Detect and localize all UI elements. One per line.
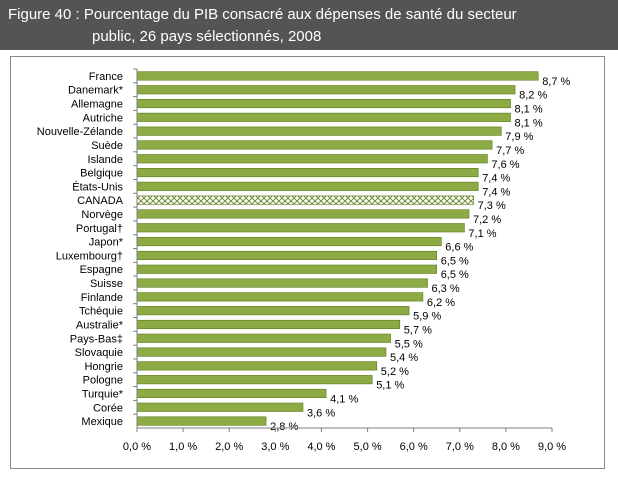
bar bbox=[136, 140, 493, 150]
category-label: Suède bbox=[91, 140, 123, 152]
bar bbox=[136, 154, 488, 164]
bar bbox=[136, 361, 378, 371]
x-tick-label: 0,0 % bbox=[123, 441, 151, 453]
x-tick-label: 2,0 % bbox=[215, 441, 243, 453]
axis-layer: 0,0 % 1,0 % 2,0 % 3,0 % 4,0 % 5,0 % 6,0 % 7,0 %… bbox=[123, 68, 566, 453]
data-label: 7,1 % bbox=[468, 228, 496, 240]
bar bbox=[136, 264, 438, 274]
bar bbox=[136, 375, 373, 385]
category-label: États-Unis bbox=[72, 180, 123, 193]
bar bbox=[136, 126, 502, 136]
bar bbox=[136, 347, 387, 357]
bar bbox=[136, 416, 267, 426]
bar bbox=[136, 319, 401, 330]
data-label: 6,2 % bbox=[427, 297, 455, 309]
data-label: 6,3 % bbox=[432, 283, 460, 295]
x-tick-label: 1,0 % bbox=[169, 441, 197, 453]
figure-title-bar: Figure 40 : Pourcentage du PIB consacré … bbox=[0, 0, 618, 50]
bar bbox=[136, 99, 511, 109]
bar bbox=[136, 112, 511, 122]
data-label: 8,2 % bbox=[519, 90, 547, 102]
bar bbox=[136, 388, 327, 399]
bar bbox=[136, 250, 438, 260]
data-label: 8,7 % bbox=[542, 76, 570, 88]
bar bbox=[136, 71, 539, 81]
data-label: 6,5 % bbox=[441, 269, 469, 281]
data-label: 6,5 % bbox=[441, 255, 469, 267]
category-label: Australie* bbox=[76, 319, 124, 331]
bar bbox=[136, 278, 428, 288]
data-label: 5,9 % bbox=[413, 311, 441, 323]
category-label: Corée bbox=[93, 402, 123, 414]
data-label: 4,1 % bbox=[330, 394, 358, 406]
x-tick-label: 9,0 % bbox=[538, 441, 566, 453]
bars-layer: France 8,7 % Danemark* 8,2 % Allemagne 8,1 % A… bbox=[37, 71, 571, 433]
bar bbox=[136, 168, 479, 178]
chart-frame bbox=[10, 56, 605, 469]
category-label: Autriche bbox=[83, 112, 123, 124]
data-label: 7,4 % bbox=[482, 173, 510, 185]
category-label: Hongrie bbox=[84, 361, 123, 373]
bar bbox=[136, 306, 410, 316]
bar bbox=[136, 85, 516, 95]
data-label: 5,4 % bbox=[390, 352, 418, 364]
data-label: 7,9 % bbox=[505, 131, 533, 143]
category-label: Turquie* bbox=[82, 389, 124, 401]
category-label: Finlande bbox=[81, 292, 123, 304]
category-label: Islande bbox=[88, 154, 123, 166]
figure-title-line-2: public, 26 pays sélectionnés, 2008 bbox=[92, 28, 322, 45]
data-label: 3,6 % bbox=[307, 407, 335, 419]
category-label: Slovaquie bbox=[75, 347, 123, 359]
x-tick-label: 4,0 % bbox=[307, 441, 335, 453]
bar bbox=[136, 181, 479, 191]
category-label: Norvège bbox=[81, 209, 123, 221]
figure-title-line-1: Figure 40 : Pourcentage du PIB consacré … bbox=[8, 6, 517, 23]
category-label: Belgique bbox=[80, 168, 123, 180]
data-label: 7,2 % bbox=[473, 214, 501, 226]
bar-highlighted bbox=[136, 195, 474, 205]
category-label: Danemark* bbox=[68, 85, 124, 97]
category-label: Japon* bbox=[89, 237, 124, 249]
category-label: Portugal† bbox=[76, 223, 123, 235]
bar bbox=[136, 223, 465, 233]
bar bbox=[136, 333, 391, 343]
x-tick-label: 5,0 % bbox=[354, 441, 382, 453]
category-label: Tchéquie bbox=[79, 306, 123, 318]
x-tick-label: 6,0 % bbox=[400, 441, 428, 453]
data-label: 7,6 % bbox=[491, 159, 519, 171]
data-label: 5,2 % bbox=[381, 366, 409, 378]
bar bbox=[136, 237, 442, 247]
data-label: 7,3 % bbox=[478, 200, 506, 212]
category-label: Luxembourg† bbox=[56, 250, 123, 262]
x-tick-label: 8,0 % bbox=[492, 441, 520, 453]
bar bbox=[136, 292, 424, 302]
data-label: 5,1 % bbox=[376, 380, 404, 392]
data-label: 2,8 % bbox=[270, 421, 298, 433]
bar bbox=[136, 402, 304, 412]
category-label: Nouvelle-Zélande bbox=[37, 126, 123, 138]
x-tick-label: 3,0 % bbox=[261, 441, 289, 453]
category-label: France bbox=[89, 71, 123, 83]
data-label: 8,1 % bbox=[515, 104, 543, 116]
data-label: 5,5 % bbox=[395, 338, 423, 350]
category-label: Allemagne bbox=[71, 99, 123, 111]
category-label: Suisse bbox=[90, 278, 123, 290]
data-label: 6,6 % bbox=[445, 242, 473, 254]
data-label: 8,1 % bbox=[515, 117, 543, 129]
category-label: Pays-Bas‡ bbox=[70, 333, 123, 345]
x-tick-label: 7,0 % bbox=[446, 441, 474, 453]
data-label: 7,7 % bbox=[496, 145, 524, 157]
category-label: Pologne bbox=[83, 375, 123, 387]
data-label: 5,7 % bbox=[404, 324, 432, 336]
category-label: Mexique bbox=[81, 416, 123, 428]
data-label: 7,4 % bbox=[482, 186, 510, 198]
category-label: CANADA bbox=[77, 195, 124, 207]
bar bbox=[136, 209, 470, 219]
category-label: Espagne bbox=[80, 264, 123, 276]
